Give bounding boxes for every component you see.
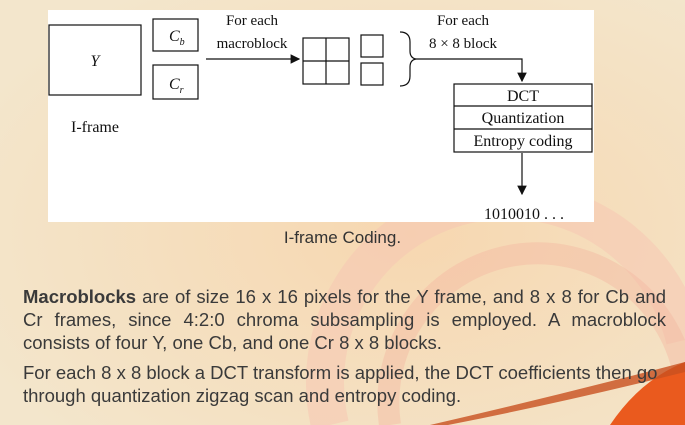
cb-main-label: C	[169, 28, 180, 45]
quantization-stage: Quantization	[482, 110, 565, 127]
for-each-block-line1: For each	[437, 13, 490, 29]
dct-paragraph: For each 8 x 8 block a DCT transform is …	[23, 362, 658, 406]
macroblock-description: are of size 16 x 16 pixels for the Y fra…	[23, 286, 666, 353]
cb-plane-box	[152, 18, 199, 52]
cr-plane-box	[152, 64, 199, 100]
entropy-coding-stage: Entropy coding	[473, 133, 572, 150]
iframe-coding-figure: Y Cb Cr I-frame For each macroblock For …	[48, 10, 594, 222]
svg-text:Cr: Cr	[169, 76, 184, 96]
block-group-brace	[399, 31, 417, 87]
accent-swoosh	[610, 362, 685, 425]
macroblock-cb-block	[360, 34, 384, 58]
for-each-macroblock-line2: macroblock	[217, 36, 288, 52]
dct-stage: DCT	[507, 88, 539, 105]
y-plane-label: Y	[91, 53, 102, 70]
cr-main-label: C	[169, 76, 180, 93]
for-each-block-line2: 8 × 8 block	[429, 36, 498, 52]
cb-subscript: b	[180, 37, 185, 48]
output-bitstream: 1010010 . . .	[484, 206, 564, 222]
block-arrow	[416, 58, 527, 83]
svg-text:Cb: Cb	[169, 28, 185, 48]
coding-pipeline-box	[453, 83, 593, 153]
macroblock-y-grid	[302, 37, 350, 85]
iframe-label: I-frame	[71, 119, 119, 136]
macroblock-paragraph: Macroblocks are of size 16 x 16 pixels f…	[23, 285, 666, 354]
y-plane-box	[48, 24, 142, 96]
cr-subscript: r	[180, 85, 184, 96]
for-each-macroblock-line1: For each	[226, 13, 279, 29]
figure-caption: I-frame Coding.	[283, 228, 402, 247]
iframe-coding-diagram: Y Cb Cr I-frame For each macroblock For …	[48, 13, 593, 222]
macroblock-cr-block	[360, 62, 384, 86]
macroblocks-term: Macroblocks	[23, 286, 137, 307]
